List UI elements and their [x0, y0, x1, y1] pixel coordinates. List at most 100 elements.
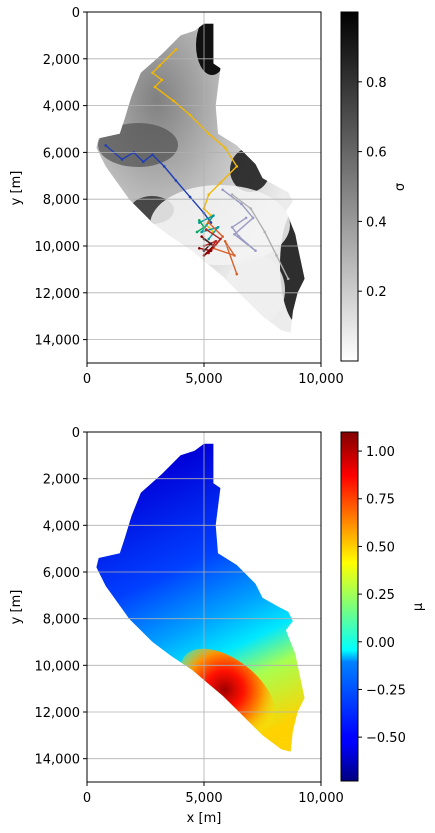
track-point — [158, 64, 161, 68]
track-point — [188, 195, 192, 199]
track-point — [212, 214, 215, 217]
track-point — [209, 221, 213, 224]
mu-ticks: 0 5,000 10,000 0 2,000 4,000 6,000 8,000 10,000 1… — [35, 426, 344, 806]
colorbar-tick-label: 0.8 — [366, 76, 387, 91]
x-tick-label: 0 — [83, 791, 91, 806]
track-point — [120, 158, 124, 161]
y-tick-label: 4,000 — [43, 100, 80, 115]
track-point — [188, 113, 192, 117]
track-point — [237, 235, 241, 238]
track-point — [198, 247, 201, 250]
track-point — [235, 272, 239, 276]
track-point — [151, 153, 154, 156]
track-point — [104, 144, 107, 147]
track-point — [240, 202, 243, 206]
track-point — [219, 181, 222, 185]
track-point — [249, 207, 253, 210]
track-point — [200, 235, 203, 238]
y-tick-label: 0 — [72, 426, 80, 441]
colorbar-tick-label: −0.50 — [366, 731, 406, 746]
colorbar-tick-label: −0.25 — [366, 683, 406, 698]
mu-panel: 0 5,000 10,000 0 2,000 4,000 6,000 8,000 10,000 1… — [9, 426, 426, 826]
colorbar-tick-label: 0.4 — [366, 215, 387, 230]
track-point — [251, 216, 255, 220]
y-tick-label: 2,000 — [43, 53, 80, 68]
mu-y-axis-label: y [m] — [9, 590, 24, 625]
x-tick-label: 5,000 — [185, 372, 222, 387]
track-point — [230, 226, 234, 229]
y-tick-label: 8,000 — [43, 193, 80, 208]
track-point — [174, 179, 178, 182]
sigma-tracks — [104, 48, 290, 281]
track-point — [221, 188, 224, 192]
y-tick-label: 12,000 — [35, 287, 81, 302]
colorbar-tick-label: 0.25 — [366, 588, 395, 603]
colorbar-tick-label: 1.00 — [366, 445, 395, 460]
mu-colorbar-label: μ — [411, 603, 426, 611]
sigma-colorbar-label: σ — [393, 183, 408, 191]
track-point — [207, 237, 210, 241]
track-point — [207, 132, 210, 135]
track-point — [172, 99, 175, 103]
y-tick-label: 14,000 — [35, 753, 81, 768]
track-point — [275, 254, 278, 257]
track-point — [244, 216, 248, 220]
track-point — [198, 219, 201, 222]
track-point — [221, 235, 224, 238]
y-tick-label: 14,000 — [35, 334, 81, 349]
track-point — [141, 160, 145, 164]
track-point — [153, 85, 157, 89]
y-tick-label: 0 — [72, 6, 80, 21]
track-point — [263, 230, 267, 234]
colorbar-tick-label: 0.75 — [366, 493, 395, 508]
x-tick-label: 5,000 — [185, 791, 222, 806]
track-point — [195, 230, 199, 234]
track-point — [160, 78, 164, 82]
track-point — [207, 221, 210, 224]
track-path — [208, 222, 238, 275]
y-tick-label: 8,000 — [43, 613, 80, 628]
colorbar-tick-label: 0.2 — [366, 285, 387, 300]
x-tick-label: 10,000 — [298, 372, 344, 387]
mu-colorbar-ticks: 1.00 0.75 0.50 0.25 0.00 −0.25 −0.50 — [358, 445, 406, 746]
y-tick-label: 2,000 — [43, 473, 80, 488]
x-tick-label: 10,000 — [298, 791, 344, 806]
track-point — [216, 226, 220, 229]
colorbar-tick-label: 0.50 — [366, 540, 395, 555]
colorbar-tick-label: 0.6 — [366, 146, 387, 161]
y-tick-label: 6,000 — [43, 566, 80, 581]
sigma-panel: 0 5,000 10,000 0 2,000 4,000 6,000 8,000 10,000 1… — [9, 6, 408, 387]
colorbar-tick-label: 0.00 — [366, 636, 395, 651]
y-tick-label: 4,000 — [43, 519, 80, 534]
track-point — [214, 240, 217, 243]
y-tick-label: 10,000 — [35, 659, 81, 674]
mu-x-axis-label: x [m] — [187, 811, 222, 826]
sigma-ticks: 0 5,000 10,000 0 2,000 4,000 6,000 8,000 10,000 1… — [35, 6, 344, 387]
track-point — [219, 237, 222, 241]
sigma-colorbar — [340, 11, 359, 362]
track-point — [230, 193, 234, 196]
y-tick-label: 10,000 — [35, 240, 81, 255]
track-point — [151, 71, 154, 75]
y-tick-label: 6,000 — [43, 146, 80, 161]
track-path — [222, 189, 256, 252]
sigma-colorbar-ticks: 0.2 0.4 0.6 0.8 — [358, 76, 387, 300]
track-point — [223, 240, 227, 243]
track-point — [162, 165, 166, 168]
track-point — [207, 193, 210, 196]
track-point — [174, 48, 178, 51]
track-point — [209, 249, 213, 252]
track-point — [235, 165, 239, 168]
track-point — [286, 277, 290, 281]
track-point — [223, 146, 227, 149]
x-tick-label: 0 — [83, 372, 91, 387]
y-tick-label: 12,000 — [35, 706, 81, 721]
track-point — [205, 228, 208, 231]
sigma-y-axis-label: y [m] — [9, 171, 24, 206]
track-point — [209, 242, 213, 245]
track-point — [254, 249, 257, 252]
track-point — [233, 254, 236, 257]
mu-colorbar — [340, 431, 359, 782]
track-path — [105, 144, 212, 224]
